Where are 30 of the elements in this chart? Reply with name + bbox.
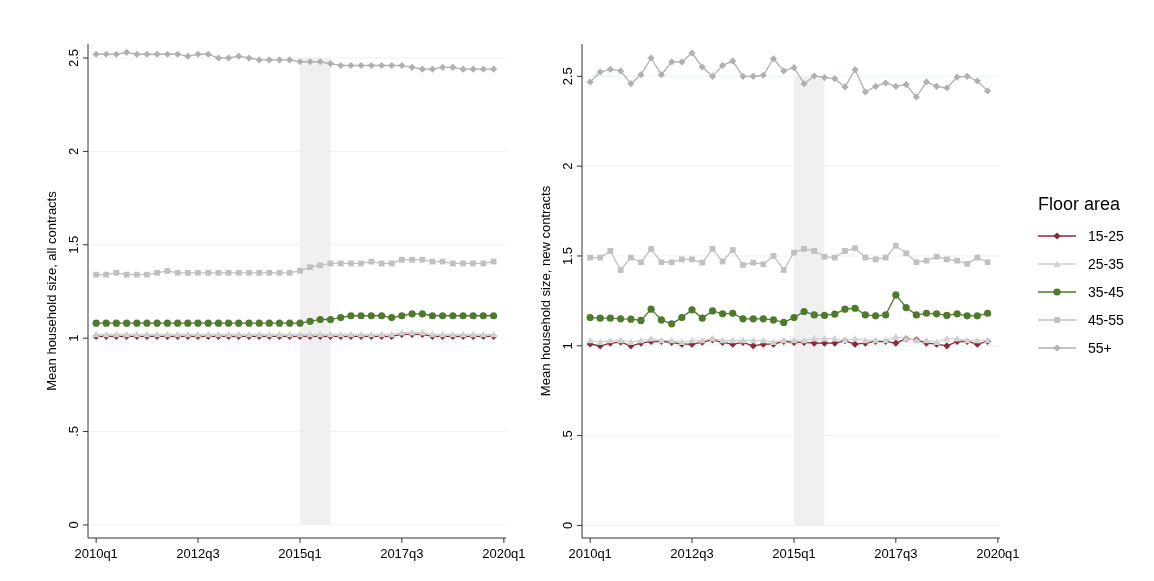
- y-tick-label: 2.5: [560, 67, 575, 86]
- legend-label: 15-25: [1088, 228, 1125, 244]
- y-tick-label: .5: [560, 430, 575, 442]
- y-tick-label: 2: [560, 162, 575, 170]
- x-tick-label: 2015q1: [278, 546, 322, 561]
- y-tick-label: 1: [66, 334, 81, 342]
- y-tick-label: 1.5: [66, 235, 81, 254]
- x-tick-label: 2010q1: [568, 546, 612, 561]
- legend-label: 45-55: [1088, 312, 1125, 328]
- x-tick-label: 2017q3: [874, 546, 918, 561]
- legend-label: 35-45: [1088, 284, 1125, 300]
- x-tick-label: 2017q3: [380, 546, 424, 561]
- y-tick-label: 2.5: [66, 48, 81, 68]
- y-tick-label: 0: [66, 521, 81, 529]
- x-tick-label: 2010q1: [74, 546, 118, 561]
- x-tick-label: 2012q3: [670, 546, 714, 561]
- x-tick-label: 2015q1: [772, 546, 816, 561]
- y-tick-label: 1: [560, 342, 575, 350]
- y-tick-label: .5: [66, 426, 81, 437]
- x-tick-label: 2020q1: [482, 546, 526, 561]
- x-tick-label: 2020q1: [976, 546, 1020, 561]
- legend-label: 25-35: [1088, 256, 1125, 272]
- y-axis-title: Mean household size, all contracts: [44, 190, 59, 391]
- y-axis-title: Mean household size, new contracts: [538, 185, 553, 397]
- y-tick-label: 2: [66, 147, 81, 156]
- y-tick-label: 1.5: [560, 246, 575, 266]
- legend-title: Floor area: [1038, 194, 1122, 214]
- x-tick-label: 2012q3: [176, 546, 220, 561]
- y-tick-label: 0: [560, 521, 575, 530]
- legend-label: 55+: [1088, 340, 1112, 356]
